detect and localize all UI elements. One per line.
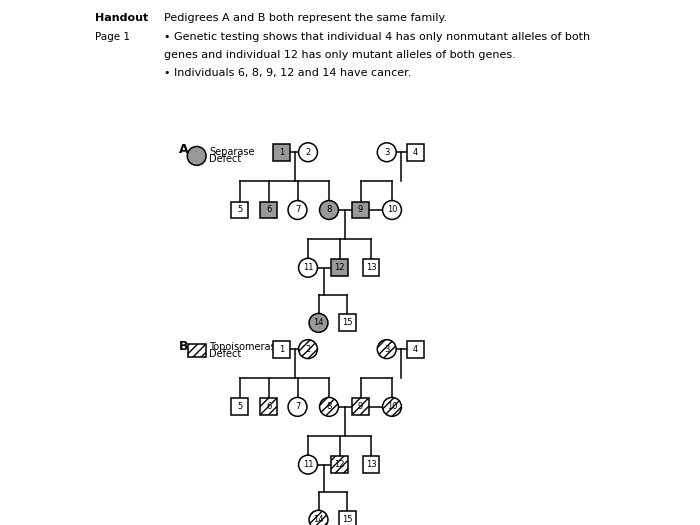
- Text: 6: 6: [266, 402, 272, 412]
- Circle shape: [309, 510, 328, 525]
- Text: 6: 6: [266, 205, 272, 215]
- Text: 1: 1: [279, 148, 284, 157]
- Circle shape: [298, 455, 317, 474]
- Circle shape: [377, 340, 396, 359]
- Circle shape: [377, 143, 396, 162]
- Circle shape: [188, 146, 206, 165]
- Bar: [188, 344, 206, 357]
- Text: 10: 10: [386, 402, 398, 412]
- Text: 12: 12: [335, 460, 344, 469]
- Text: 5: 5: [237, 402, 242, 412]
- Text: 1: 1: [279, 344, 284, 354]
- Text: 12: 12: [335, 263, 344, 272]
- Text: 11: 11: [302, 263, 314, 272]
- Bar: [339, 511, 356, 525]
- Bar: [260, 398, 277, 415]
- Text: 8: 8: [326, 402, 332, 412]
- Circle shape: [319, 201, 339, 219]
- Circle shape: [319, 397, 339, 416]
- Bar: [407, 341, 424, 358]
- Bar: [231, 398, 248, 415]
- Text: 5: 5: [237, 205, 242, 215]
- Bar: [363, 259, 379, 276]
- Text: 8: 8: [326, 205, 332, 215]
- Bar: [407, 144, 424, 161]
- Bar: [352, 398, 369, 415]
- Bar: [231, 202, 248, 218]
- Text: 3: 3: [384, 344, 389, 354]
- Text: 15: 15: [342, 318, 353, 328]
- Text: 2: 2: [305, 148, 311, 157]
- Bar: [273, 341, 290, 358]
- Text: • Genetic testing shows that individual 4 has only nonmutant alleles of both: • Genetic testing shows that individual …: [164, 32, 589, 41]
- Text: genes and individual 12 has only mutant alleles of both genes.: genes and individual 12 has only mutant …: [164, 50, 515, 60]
- Bar: [331, 259, 348, 276]
- Text: 4: 4: [413, 344, 419, 354]
- Text: 14: 14: [314, 318, 323, 328]
- Text: Separase: Separase: [209, 146, 255, 157]
- Circle shape: [298, 143, 317, 162]
- Text: 13: 13: [365, 263, 377, 272]
- Text: Pedigrees A and B both represent the same family.: Pedigrees A and B both represent the sam…: [164, 13, 447, 23]
- Text: Defect: Defect: [209, 154, 241, 164]
- Bar: [363, 456, 379, 473]
- Circle shape: [382, 201, 402, 219]
- Text: 2: 2: [305, 344, 311, 354]
- Text: A.: A.: [179, 143, 194, 156]
- Circle shape: [288, 201, 307, 219]
- Text: 15: 15: [342, 515, 353, 524]
- Bar: [260, 202, 277, 218]
- Text: 4: 4: [413, 148, 419, 157]
- Circle shape: [309, 313, 328, 332]
- Text: Page 1: Page 1: [95, 32, 130, 41]
- Text: B.: B.: [179, 340, 194, 353]
- Text: Defect: Defect: [209, 349, 241, 359]
- Text: 11: 11: [302, 460, 314, 469]
- Bar: [331, 456, 348, 473]
- Text: 9: 9: [358, 402, 363, 412]
- Text: 9: 9: [358, 205, 363, 215]
- Bar: [339, 314, 356, 331]
- Circle shape: [298, 258, 317, 277]
- Text: 13: 13: [365, 460, 377, 469]
- Text: 14: 14: [314, 515, 323, 524]
- Text: 3: 3: [384, 148, 389, 157]
- Circle shape: [288, 397, 307, 416]
- Circle shape: [382, 397, 402, 416]
- Text: 10: 10: [386, 205, 398, 215]
- Text: 7: 7: [295, 205, 300, 215]
- Text: • Individuals 6, 8, 9, 12 and 14 have cancer.: • Individuals 6, 8, 9, 12 and 14 have ca…: [164, 68, 411, 78]
- Bar: [273, 144, 290, 161]
- Bar: [352, 202, 369, 218]
- Text: Topoisomerase: Topoisomerase: [209, 341, 282, 352]
- Text: Handout: Handout: [95, 13, 148, 23]
- Circle shape: [298, 340, 317, 359]
- Text: 7: 7: [295, 402, 300, 412]
